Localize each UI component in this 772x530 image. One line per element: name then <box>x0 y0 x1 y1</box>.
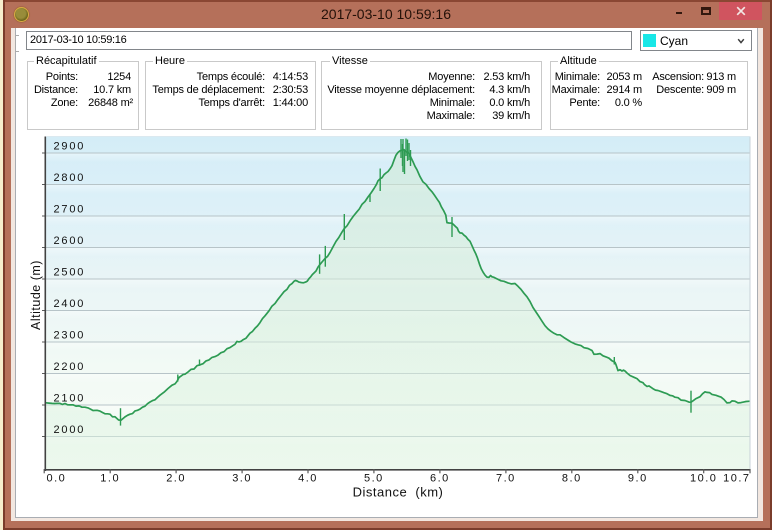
svg-text:3.0: 3.0 <box>232 473 252 485</box>
svg-text:6.0: 6.0 <box>430 473 450 485</box>
svg-text:2000: 2000 <box>54 424 86 436</box>
svg-text:2700: 2700 <box>54 204 86 216</box>
svg-text:5.0: 5.0 <box>364 473 384 485</box>
svg-text:Distance (km): Distance (km) <box>353 485 444 500</box>
svg-text:9.0: 9.0 <box>628 473 648 485</box>
svg-text:0.0: 0.0 <box>47 473 67 485</box>
svg-text:2200: 2200 <box>54 361 86 373</box>
svg-text:2400: 2400 <box>54 298 86 310</box>
svg-text:2600: 2600 <box>54 235 86 247</box>
svg-text:Altitude (m): Altitude (m) <box>29 260 43 330</box>
svg-text:2500: 2500 <box>54 267 86 279</box>
svg-text:10.7: 10.7 <box>723 473 750 485</box>
svg-text:1.0: 1.0 <box>100 473 120 485</box>
svg-text:2800: 2800 <box>54 172 86 184</box>
svg-text:7.0: 7.0 <box>496 473 516 485</box>
svg-text:2.0: 2.0 <box>166 473 186 485</box>
svg-text:2900: 2900 <box>54 141 86 153</box>
svg-text:2300: 2300 <box>54 330 86 342</box>
svg-text:2100: 2100 <box>54 393 86 405</box>
svg-text:4.0: 4.0 <box>298 473 318 485</box>
svg-text:8.0: 8.0 <box>562 473 582 485</box>
svg-text:10.0: 10.0 <box>690 473 717 485</box>
